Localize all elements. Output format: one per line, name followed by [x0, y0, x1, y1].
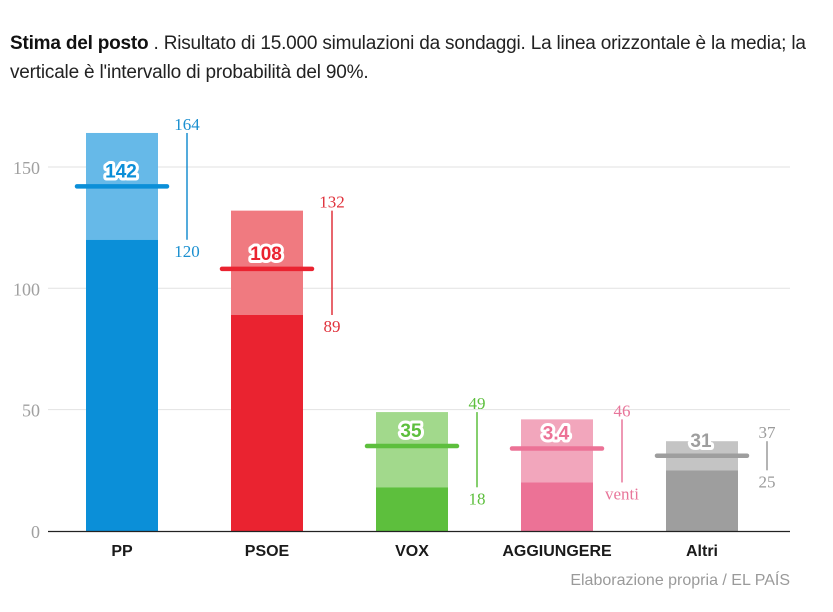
y-tick-label: 100 [13, 279, 40, 299]
bar-base-aggiungere [521, 482, 593, 531]
bar-base-altri [666, 470, 738, 531]
interval-low-label: 18 [469, 489, 486, 508]
interval-low-label: 25 [759, 472, 776, 491]
mean-label: 3.4 [543, 423, 570, 444]
chart-title: Stima del posto . Risultato di 15.000 si… [10, 29, 810, 87]
mean-label: 108 [250, 244, 282, 265]
mean-label: 35 [400, 421, 422, 442]
x-tick-label: PP [111, 543, 133, 560]
x-tick-label: Altri [686, 543, 718, 560]
mean-label-outline: 35 [400, 421, 422, 442]
mean-label-outline: 108 [250, 244, 282, 265]
interval-high-label: 132 [319, 193, 345, 212]
x-tick-label: AGGIUNGERE [502, 543, 612, 560]
bar-interval-aggiungere [521, 419, 593, 483]
bar-base-pp [86, 239, 158, 531]
mean-label-outline: 3.4 [543, 423, 570, 444]
interval-high-label: 46 [614, 401, 631, 420]
chart-subtitle: . Risultato di 15.000 simulazioni da son… [10, 33, 806, 83]
interval-high-label: 49 [469, 394, 486, 413]
bar-base-vox [376, 487, 448, 531]
mean-label: 142 [105, 161, 137, 182]
interval-high-label: 164 [174, 115, 200, 134]
mean-label-outline: 31 [690, 431, 712, 452]
x-tick-label: VOX [395, 543, 429, 560]
x-tick-label: PSOE [245, 543, 290, 560]
bar-base-psoe [231, 314, 303, 531]
interval-low-label: 89 [324, 317, 341, 336]
bar-interval-psoe [231, 210, 303, 315]
chart-title-bold: Stima del posto [10, 33, 149, 54]
mean-label: 31 [690, 431, 712, 452]
interval-low-label: 120 [174, 242, 200, 261]
y-tick-label: 150 [13, 158, 40, 178]
y-tick-label: 50 [22, 401, 40, 421]
y-tick-label: 0 [31, 522, 40, 542]
bar-interval-vox [376, 412, 448, 488]
source-credit: Elaborazione propria / EL PAÍS [570, 572, 790, 589]
mean-label-outline: 142 [105, 161, 137, 182]
interval-high-label: 37 [759, 423, 777, 442]
interval-low-label: venti [605, 484, 639, 503]
